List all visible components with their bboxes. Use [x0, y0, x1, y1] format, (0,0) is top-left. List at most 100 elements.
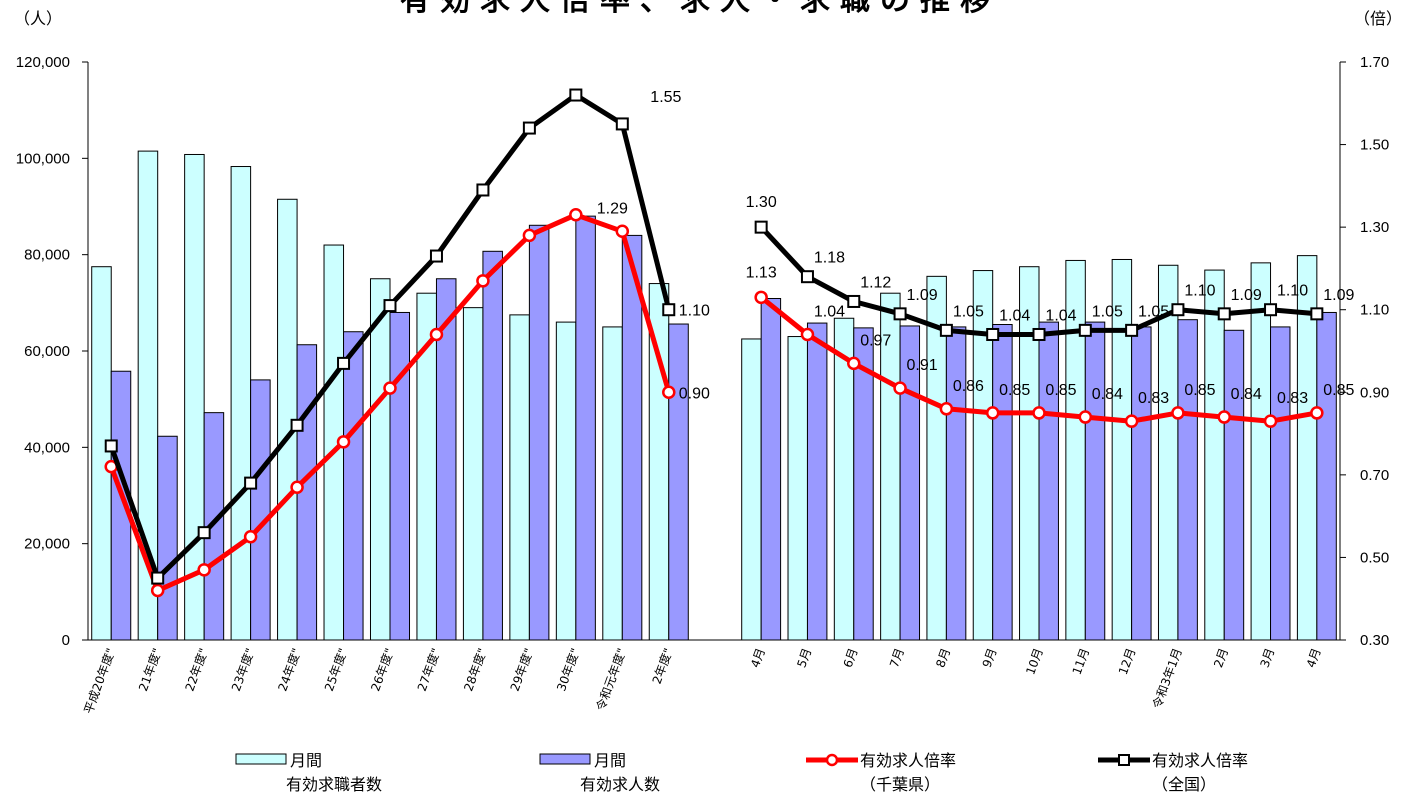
category-label: 21年度": [135, 646, 164, 693]
bar-jobseekers: [509, 314, 530, 641]
category-label: 8月: [933, 646, 953, 669]
bar-jobseekers: [137, 150, 159, 641]
national-ratio-point: [1264, 303, 1278, 317]
chiba-ratio-point: [243, 530, 258, 544]
chiba-ratio-data-label: 0.91: [907, 357, 938, 374]
left-tick-label: 80,000: [24, 247, 70, 264]
national-ratio-data-label: 1.09: [907, 287, 938, 304]
bar-openings: [992, 324, 1013, 641]
lines: 1.29 0.90 1.13 1.04 0.97 0.91 0.86 0.85 0.85 0.84…: [104, 88, 1355, 598]
right-tick-label: 0.30: [1360, 632, 1389, 649]
bar-jobseekers: [91, 266, 112, 641]
bar-openings: [1316, 311, 1337, 641]
left-tick-label: 60,000: [24, 343, 70, 360]
national-ratio-point: [197, 526, 211, 540]
chiba-ratio-point: [383, 381, 397, 395]
category-label: 5月: [794, 646, 814, 669]
national-ratio-data-label: 1.10: [1277, 283, 1308, 300]
national-ratio-point: [893, 307, 907, 321]
national-ratio-point: [244, 476, 258, 490]
chiba-ratio-point: [197, 563, 211, 577]
category-label: 2月: [1211, 646, 1231, 669]
category-label: 6月: [841, 646, 861, 669]
category-label: 4月: [1304, 646, 1324, 669]
bar-jobseekers: [741, 338, 762, 641]
left-tick-label: 100,000: [16, 150, 70, 167]
bar-openings: [343, 331, 364, 641]
bar-openings: [806, 322, 828, 641]
chiba-ratio-data-label: 0.83: [1277, 390, 1308, 407]
national-ratio-point: [847, 294, 861, 308]
national-ratio-point: [662, 303, 676, 317]
bar-jobseekers: [230, 166, 252, 641]
category-label: 25年度": [321, 646, 350, 693]
national-ratio-point: [104, 439, 118, 453]
national-ratio-data-label: 1.10: [679, 303, 710, 320]
category-label: 29年度": [507, 646, 536, 693]
legend-label-line2: 有効求人数: [580, 775, 660, 793]
chiba-ratio-point: [615, 224, 630, 239]
chiba-ratio-point: [429, 327, 444, 342]
legend-label-line1: 有効求人倍率: [860, 751, 956, 770]
category-label: 7月: [887, 646, 907, 669]
chiba-ratio-point: [569, 208, 583, 222]
category-label: 9月: [980, 646, 1000, 669]
chiba-ratio-point: [1171, 406, 1185, 420]
left-tick-label: 20,000: [24, 536, 70, 553]
national-ratio-data-label: 1.18: [814, 250, 845, 267]
right-tick-label: 1.10: [1360, 302, 1389, 319]
left-tick-label: 40,000: [24, 439, 70, 456]
national-ratio-point: [939, 323, 953, 337]
bar-openings: [482, 250, 503, 641]
right-tick-label: 0.70: [1360, 467, 1389, 484]
chiba-ratio-point: [800, 327, 815, 342]
chiba-ratio-data-label: 0.85: [1323, 382, 1354, 399]
legend-label-line1: 月間: [290, 751, 322, 770]
national-ratio-point: [1078, 323, 1092, 337]
legend-label-line2: （全国）: [1152, 775, 1216, 793]
national-ratio-point: [1171, 303, 1185, 317]
bar-jobseekers: [369, 278, 391, 641]
chiba-ratio-data-label: 1.13: [746, 264, 777, 281]
chiba-ratio-point: [939, 402, 954, 416]
bar-openings: [621, 234, 643, 641]
bar-jobseekers: [1204, 269, 1225, 641]
chiba-ratio-point: [1263, 414, 1278, 428]
bar-openings: [575, 215, 596, 641]
bar-jobseekers: [462, 307, 484, 641]
bar-jobseekers: [184, 153, 205, 641]
category-label: 26年度": [367, 646, 396, 693]
chiba-ratio-data-label: 0.84: [1092, 386, 1123, 403]
category-label: 10月: [1023, 646, 1045, 676]
national-ratio-point: [569, 88, 583, 102]
legend-swatch-marker: [825, 753, 839, 767]
national-ratio-point: [151, 571, 165, 585]
national-ratio-point: [1217, 307, 1231, 321]
legend-swatch-marker: [1118, 754, 1130, 766]
right-axis-unit: （倍）: [1354, 9, 1402, 28]
axes: 0 20,000 40,000 60,000 80,000 100,000 120,000 0…: [16, 54, 1389, 649]
chiba-ratio-data-label: 0.97: [860, 332, 891, 349]
national-ratio-point: [383, 299, 397, 313]
category-label: 令和元年度": [593, 646, 630, 713]
chiba-ratio-point: [662, 385, 676, 400]
category-label: 12月: [1116, 646, 1138, 676]
bar-openings: [853, 327, 874, 641]
chiba-ratio-point: [985, 406, 1000, 420]
bar-openings: [668, 323, 689, 641]
chiba-ratio-data-label: 0.85: [999, 382, 1030, 399]
bar-openings: [1270, 326, 1291, 641]
legend-swatch: [539, 753, 591, 765]
chiba-ratio-point: [754, 290, 768, 305]
bar-openings: [157, 435, 178, 641]
bar-jobseekers: [1157, 264, 1179, 641]
category-label: 3月: [1257, 646, 1277, 669]
left-tick-label: 0: [62, 632, 70, 649]
left-tick-label: 120,000: [16, 54, 70, 71]
category-label: 平成20年度": [80, 646, 118, 716]
category-label: 24年度": [274, 646, 303, 693]
chiba-ratio-data-label: 0.85: [1184, 382, 1215, 399]
bar-openings: [760, 297, 782, 641]
